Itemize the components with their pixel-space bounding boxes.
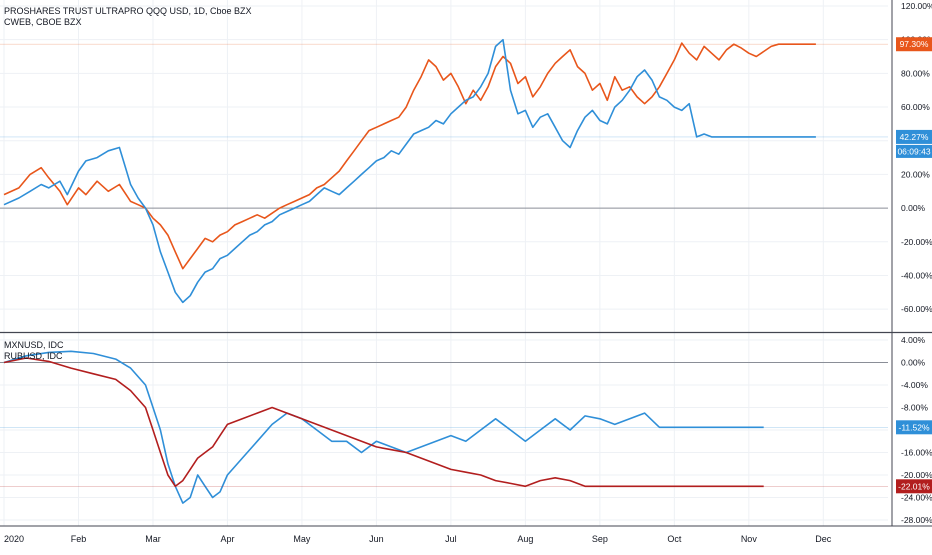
x-tick-label: May [293,534,311,544]
x-tick-label: Jun [369,534,384,544]
y-tick-label: 120.00% [901,1,932,11]
y-tick-label: -8.00% [901,403,928,413]
x-tick-label: Apr [220,534,234,544]
y-tick-label: -60.00% [901,304,932,314]
x-tick-label: 2020 [4,534,24,544]
y-tick-label: 80.00% [901,68,930,78]
last-value-label: -11.52% [898,422,929,432]
legend-top-line1[interactable]: PROSHARES TRUST ULTRAPRO QQQ USD, 1D, Cb… [4,6,252,16]
y-tick-label: -40.00% [901,270,932,280]
series-line[interactable] [3,42,816,270]
y-tick-label: 4.00% [901,335,926,345]
x-tick-label: Sep [592,534,608,544]
y-tick-label: -24.00% [901,493,932,503]
legend-top-line2[interactable]: CWEB, CBOE BZX [4,17,82,27]
last-value-box [896,420,932,435]
x-tick-label: Nov [741,534,758,544]
y-tick-label: -4.00% [901,380,928,390]
series-line[interactable] [3,38,816,304]
legend-bottom: MXNUSD, IDC RUBUSD, IDC [4,340,64,362]
y-tick-label: 0.00% [901,203,926,213]
x-tick-label: Aug [517,534,533,544]
last-value-label: 97.30% [900,39,929,49]
last-value-label: -22.01% [898,481,930,491]
x-tick-label: Mar [145,534,161,544]
y-tick-label: -20.00% [901,237,932,247]
series-line[interactable] [3,350,764,504]
legend-bottom-line2[interactable]: RUBUSD, IDC [4,351,63,361]
legend-top: PROSHARES TRUST ULTRAPRO QQQ USD, 1D, Cb… [4,6,252,28]
last-value-box [896,129,932,144]
x-tick-label: Feb [71,534,87,544]
y-tick-label: 0.00% [901,358,926,368]
time-label-box [896,144,932,158]
last-value-box [896,37,932,52]
x-tick-label: Oct [667,534,682,544]
y-tick-label: -28.00% [901,515,932,525]
legend-bottom-line1[interactable]: MXNUSD, IDC [4,340,64,350]
x-tick-label: Jul [445,534,457,544]
y-tick-label: 60.00% [901,102,930,112]
time-label: 06:09:43 [897,146,930,156]
series-line[interactable] [3,357,764,488]
y-tick-label: -20.00% [901,470,932,480]
y-tick-label: -16.00% [901,448,932,458]
last-value-box [896,479,932,494]
last-value-label: 42.27% [900,132,929,142]
x-tick-label: Dec [815,534,832,544]
y-tick-label: 20.00% [901,169,930,179]
